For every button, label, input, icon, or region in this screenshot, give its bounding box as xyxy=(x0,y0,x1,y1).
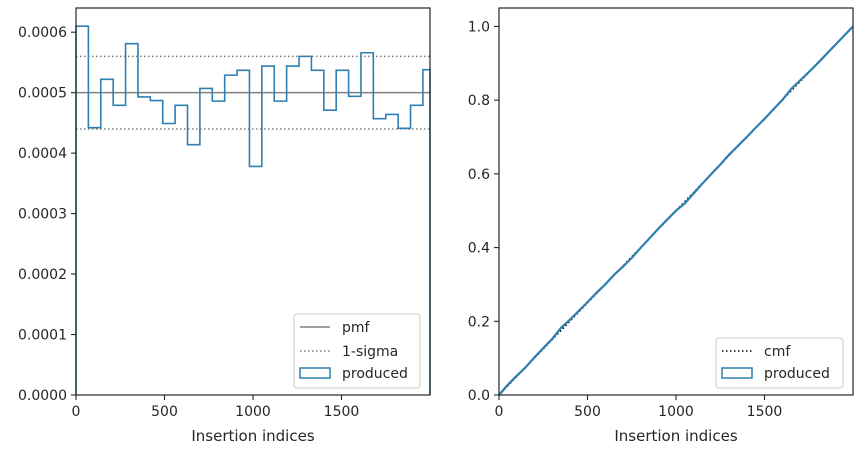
y-tick-label: 0.0000 xyxy=(18,388,67,404)
cmf-x-axis-label: Insertion indices xyxy=(614,427,737,445)
x-tick-label: 500 xyxy=(151,404,178,420)
legend-produced-patch xyxy=(299,367,331,379)
cmf-series-line xyxy=(498,25,854,396)
x-tick-label: 0 xyxy=(495,404,504,420)
legend-cmf-label: cmf xyxy=(764,344,791,360)
cmf-ticks: 0 500 1000 1500 0.0 0.2 0.4 0.6 0.8 1.0 xyxy=(468,19,783,420)
y-tick-label: 1.0 xyxy=(468,19,490,35)
x-tick-label: 0 xyxy=(72,404,81,420)
y-tick-label: 0.0002 xyxy=(18,267,67,283)
y-tick-label: 0.0003 xyxy=(18,207,67,223)
x-tick-label: 1000 xyxy=(235,404,271,420)
legend-produced-label: produced xyxy=(342,366,408,382)
y-tick-label: 0.0004 xyxy=(18,146,67,162)
y-tick-label: 0.2 xyxy=(468,314,490,330)
pmf-legend-box xyxy=(293,313,421,389)
y-tick-label: 0.0001 xyxy=(18,328,67,344)
cmf-panel: 0 500 1000 1500 0.0 0.2 0.4 0.6 0.8 1.0 Insertion… xyxy=(468,7,854,445)
y-tick-label: 0.0005 xyxy=(18,86,67,102)
produced-series-line xyxy=(498,25,854,396)
cmf-legend: cmf produced xyxy=(715,337,844,389)
cmf-legend-box xyxy=(715,337,844,389)
cmf-plot-layer xyxy=(498,25,854,396)
cmf-axes-frame xyxy=(498,7,854,396)
y-tick-label: 0.6 xyxy=(468,167,490,183)
legend-cmf-produced-label: produced xyxy=(764,366,830,382)
pmf-x-axis-label: Insertion indices xyxy=(191,427,314,445)
x-tick-label: 1500 xyxy=(324,404,360,420)
pmf-ticks: 0 500 1000 1500 0.0000 0.0001 0.0002 0.0003 0.00… xyxy=(18,25,359,420)
legend-pmf-label: pmf xyxy=(342,320,371,336)
legend-cmf-produced-patch xyxy=(721,367,753,379)
y-tick-label: 0.4 xyxy=(468,241,490,257)
x-tick-label: 500 xyxy=(574,404,601,420)
x-tick-label: 1000 xyxy=(658,404,694,420)
pmf-legend: pmf 1-sigma produced xyxy=(293,313,421,389)
y-tick-label: 0.0 xyxy=(468,388,490,404)
legend-1-sigma-label: 1-sigma xyxy=(342,344,398,360)
pmf-panel: 0 500 1000 1500 0.0000 0.0001 0.0002 0.0003 0.00… xyxy=(18,7,431,445)
pmf-plot-layer xyxy=(75,25,431,395)
y-tick-label: 0.0006 xyxy=(18,25,67,41)
x-tick-label: 1500 xyxy=(747,404,783,420)
produced-step-series xyxy=(75,25,431,395)
y-tick-label: 0.8 xyxy=(468,93,490,109)
